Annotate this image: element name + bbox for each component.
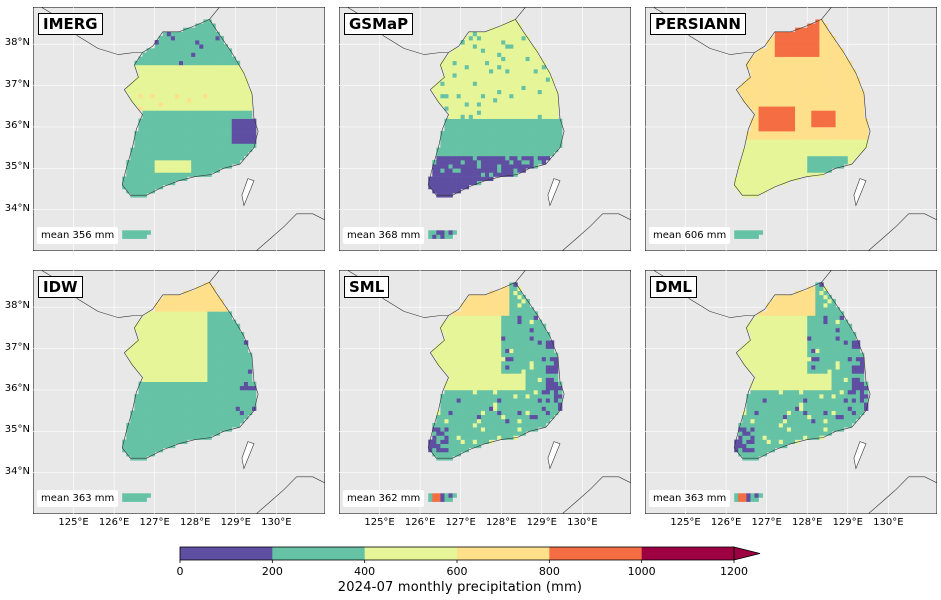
colorbar-extend-arrow <box>733 546 761 561</box>
map-canvas <box>33 7 325 251</box>
precipitation-grid <box>122 19 257 239</box>
longitude-tick-label: 128°E <box>792 517 823 528</box>
panel-title: IDW <box>38 276 83 298</box>
map-canvas <box>339 270 631 514</box>
panel-mean-label: mean 363 mm <box>649 490 731 507</box>
panel-dml: DML mean 363 mm <box>645 270 937 514</box>
longitude-tick-label: 125°E <box>58 517 89 528</box>
longitude-tick-label: 125°E <box>364 517 395 528</box>
latitude-tick-label: 35°N <box>4 161 30 173</box>
panel-title: IMERG <box>38 13 103 35</box>
longitude-tick-label: 127°E <box>139 517 170 528</box>
panel-mean-label: mean 363 mm <box>37 490 119 507</box>
panel-mean-label: mean 362 mm <box>343 490 425 507</box>
latitude-tick-label: 34°N <box>4 202 30 214</box>
colorbar-tick-label: 400 <box>354 565 376 578</box>
longitude-tick-label: 129°E <box>832 517 863 528</box>
colorbar-label: 2024-07 monthly precipitation (mm) <box>337 580 583 595</box>
latitude-tick-label: 36°N <box>4 119 30 131</box>
precipitation-grid <box>122 282 257 502</box>
precipitation-grid <box>734 19 869 239</box>
panel-idw: IDW mean 363 mm <box>33 270 325 514</box>
longitude-tick-label: 128°E <box>486 517 517 528</box>
latitude-tick-label: 36°N <box>4 382 30 394</box>
panel-mean-label: mean 368 mm <box>343 227 425 244</box>
longitude-tick-label: 130°E <box>261 517 292 528</box>
panel-gsmap: GSMaP mean 368 mm <box>339 7 631 251</box>
map-canvas <box>339 7 631 251</box>
colorbar-bin <box>272 547 366 560</box>
latitude-tick-label: 34°N <box>4 465 30 477</box>
colorbar-bin <box>457 547 550 560</box>
latitude-tick-label: 38°N <box>4 37 30 49</box>
longitude-tick-label: 127°E <box>751 517 782 528</box>
panel-sml: SML mean 362 mm <box>339 270 631 514</box>
colorbar-tick-label: 200 <box>261 565 283 578</box>
map-canvas <box>645 270 937 514</box>
precipitation-grid <box>428 282 563 502</box>
colorbar-tick-label: 1200 <box>720 565 748 578</box>
longitude-tick-label: 128°E <box>180 517 211 528</box>
latitude-tick-label: 37°N <box>4 78 30 90</box>
colorbar-tick-label: 1000 <box>627 565 656 578</box>
longitude-tick-label: 129°E <box>220 517 251 528</box>
longitude-tick-label: 125°E <box>670 517 701 528</box>
latitude-tick-label: 37°N <box>4 341 30 353</box>
panel-mean-label: mean 606 mm <box>649 227 731 244</box>
longitude-tick-label: 126°E <box>710 517 742 528</box>
map-canvas <box>33 270 325 514</box>
panel-title: DML <box>650 276 697 298</box>
panel-title: PERSIANN <box>650 13 746 35</box>
colorbar-tick-label: 0 <box>176 565 184 578</box>
colorbar-bin <box>180 547 273 560</box>
colorbar-tick-label: 600 <box>446 565 468 578</box>
longitude-tick-label: 127°E <box>445 517 476 528</box>
colorbar-bin <box>364 547 458 560</box>
latitude-tick-label: 38°N <box>4 300 30 312</box>
panel-persiann: PERSIANN mean 606 mm <box>645 7 937 251</box>
panel-title: SML <box>344 276 390 298</box>
panel-imerg: IMERG mean 356 mm <box>33 7 325 251</box>
longitude-tick-label: 130°E <box>873 517 904 528</box>
longitude-tick-label: 130°E <box>567 517 598 528</box>
map-canvas <box>645 7 937 251</box>
longitude-tick-label: 126°E <box>98 517 130 528</box>
longitude-tick-label: 126°E <box>404 517 436 528</box>
longitude-tick-label: 129°E <box>526 517 557 528</box>
panel-title: GSMaP <box>344 13 414 35</box>
colorbar-bin <box>641 547 735 560</box>
latitude-tick-label: 35°N <box>4 424 30 436</box>
precipitation-grid <box>734 282 869 502</box>
colorbar-tick-label: 800 <box>538 565 560 578</box>
colorbar-bin <box>549 547 643 560</box>
panel-mean-label: mean 356 mm <box>37 227 119 244</box>
precipitation-grid <box>428 19 563 239</box>
